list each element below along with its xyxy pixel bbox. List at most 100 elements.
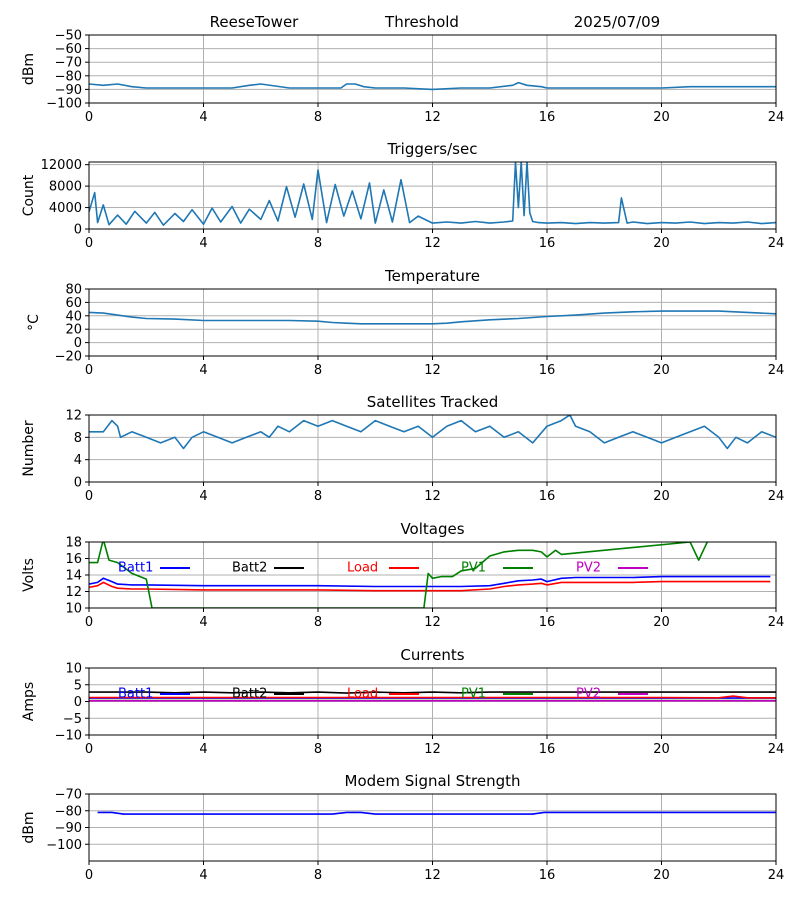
- y-tick-label: 4000: [49, 201, 82, 216]
- y-tick-label: 0: [74, 336, 82, 351]
- x-tick-label: 16: [539, 615, 556, 630]
- x-tick-label: 12: [424, 489, 441, 504]
- y-tick-label: 0: [74, 476, 82, 491]
- x-tick-label: 0: [85, 615, 93, 630]
- legend-label-pv1: PV1: [461, 561, 486, 576]
- y-tick-label: 5: [74, 678, 82, 693]
- x-tick-label: 20: [653, 615, 670, 630]
- x-tick-label: 0: [85, 363, 93, 378]
- x-tick-label: 24: [768, 615, 785, 630]
- x-tick-label: 20: [653, 110, 670, 125]
- y-tick-label: −5: [63, 712, 82, 727]
- panel-2: 0 4 8 12 16 20 24 0 4000 8000 12000 Triggers/sec Cou…: [21, 140, 784, 251]
- series-group: [97, 811, 776, 815]
- series-line-1: [89, 310, 776, 325]
- legend-label-load: Load: [347, 687, 378, 702]
- y-tick-label: 80: [65, 283, 82, 298]
- y-axis-label: Volts: [21, 558, 37, 592]
- x-tick-label: 0: [85, 110, 93, 125]
- x-tick-label: 4: [199, 615, 207, 630]
- y-tick-label: −100: [46, 97, 82, 112]
- x-tick-label: 24: [768, 489, 785, 504]
- header-threshold: Threshold: [384, 13, 459, 31]
- x-tick-label: 8: [314, 868, 322, 883]
- y-tick-label: −80: [55, 69, 82, 84]
- y-tick-label: 20: [65, 323, 82, 338]
- legend-label-pv2: PV2: [576, 687, 601, 702]
- x-tick-label: 4: [199, 363, 207, 378]
- x-tick-label: 20: [653, 868, 670, 883]
- x-tick-label: 12: [424, 110, 441, 125]
- x-tick-label: 24: [768, 868, 785, 883]
- series-group: [89, 691, 776, 702]
- y-tick-label: −10: [55, 729, 82, 744]
- x-tick-label: 16: [539, 868, 556, 883]
- y-tick-label: 40: [65, 309, 82, 324]
- x-tick-label: 4: [199, 236, 207, 251]
- y-tick-label: 8000: [49, 180, 82, 195]
- x-tick-label: 12: [424, 868, 441, 883]
- series-line-1: [97, 811, 776, 815]
- x-tick-label: 24: [768, 236, 785, 251]
- series-group: [89, 542, 771, 608]
- y-tick-label: −90: [55, 83, 82, 98]
- x-tick-label: 0: [85, 742, 93, 757]
- y-tick-label: −60: [55, 42, 82, 57]
- panel-title: Satellites Tracked: [367, 393, 498, 411]
- panel-1: 0 4 8 12 16 20 24 −100−90−80−70−60−50 dBm: [21, 29, 784, 126]
- series-line-pv1: [89, 542, 709, 608]
- series-group: [89, 162, 776, 226]
- x-tick-label: 20: [653, 236, 670, 251]
- x-tick-label: 20: [653, 742, 670, 757]
- legend-label-batt1: Batt1: [118, 561, 153, 576]
- x-tick-label: 4: [199, 110, 207, 125]
- x-tick-label: 20: [653, 363, 670, 378]
- x-tick-label: 24: [768, 363, 785, 378]
- y-axis-label: Number: [21, 420, 37, 476]
- y-tick-label: 12000: [41, 158, 82, 173]
- x-tick-label: 12: [424, 742, 441, 757]
- x-tick-label: 4: [199, 868, 207, 883]
- series-line-load: [89, 580, 771, 592]
- panel-title: Temperature: [384, 267, 480, 285]
- x-tick-label: 16: [539, 489, 556, 504]
- header: ReeseTower Threshold 2025/07/09: [210, 13, 661, 31]
- series-line-batt1: [89, 575, 771, 588]
- panel-7: 0 4 8 12 16 20 24 −100 −90 −80−70 Modem Signal Str…: [21, 772, 784, 883]
- series-line-1: [89, 415, 776, 450]
- y-tick-label: 12: [65, 409, 82, 424]
- x-tick-label: 16: [539, 363, 556, 378]
- y-tick-label: 16: [65, 552, 82, 567]
- x-tick-label: 16: [539, 236, 556, 251]
- series-line-batt2: [89, 691, 776, 694]
- y-axis-label: Count: [21, 174, 37, 216]
- y-axis-label: °C: [26, 314, 42, 331]
- y-tick-label: 18: [65, 536, 82, 551]
- y-tick-label: −70: [55, 56, 82, 71]
- series-group: [89, 415, 776, 450]
- panel-title: Modem Signal Strength: [345, 772, 521, 790]
- header-site: ReeseTower: [210, 13, 300, 31]
- x-tick-label: 8: [314, 236, 322, 251]
- x-tick-label: 20: [653, 489, 670, 504]
- y-tick-label: −80: [55, 804, 82, 819]
- y-tick-label: 8: [74, 431, 82, 446]
- x-tick-label: 24: [768, 742, 785, 757]
- panel-title: Voltages: [400, 520, 464, 538]
- y-tick-label: −20: [55, 350, 82, 365]
- y-tick-label: −70: [55, 788, 82, 803]
- panel-title: Currents: [400, 646, 464, 664]
- x-tick-label: 4: [199, 489, 207, 504]
- x-tick-label: 16: [539, 742, 556, 757]
- x-tick-label: 8: [314, 489, 322, 504]
- header-date: 2025/07/09: [574, 13, 660, 31]
- x-tick-label: 8: [314, 742, 322, 757]
- y-tick-label: 10: [65, 602, 82, 617]
- y-tick-label: 4: [74, 453, 82, 468]
- x-tick-label: 0: [85, 236, 93, 251]
- y-axis-label: dBm: [21, 811, 37, 843]
- series-group: [89, 81, 776, 91]
